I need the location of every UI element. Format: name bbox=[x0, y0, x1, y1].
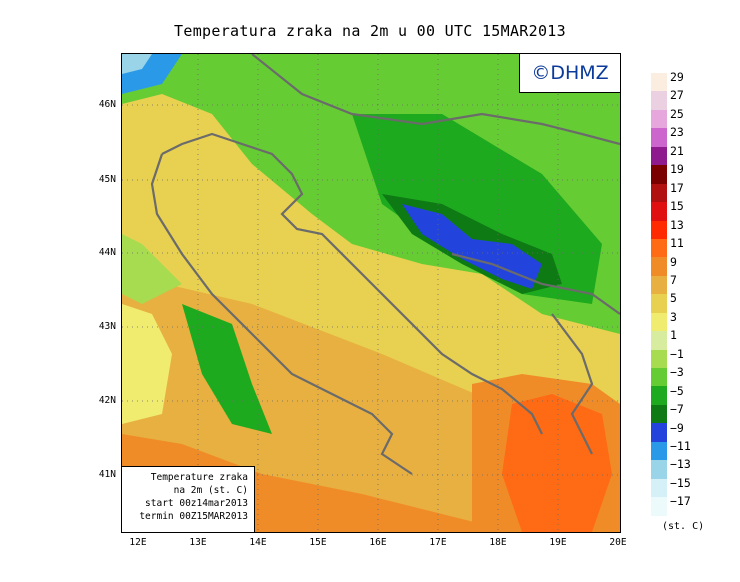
legend-swatch bbox=[651, 146, 667, 166]
legend-swatch bbox=[651, 368, 667, 387]
lon-label-15e: 15E bbox=[309, 537, 327, 548]
legend-swatch bbox=[651, 238, 667, 258]
warm-zone-11 bbox=[502, 394, 612, 532]
cold-zone-apennines bbox=[182, 304, 272, 434]
legend-swatch bbox=[651, 183, 667, 203]
legend-swatch bbox=[651, 349, 667, 368]
legend-label: 5 bbox=[670, 291, 677, 306]
lat-label-45n: 45N bbox=[98, 174, 116, 185]
lon-label-18e: 18E bbox=[489, 537, 507, 548]
lat-label-46n: 46N bbox=[98, 99, 116, 110]
italy-coast bbox=[150, 153, 413, 475]
cold-zone-minus1-west bbox=[122, 234, 182, 304]
color-legend bbox=[651, 73, 667, 516]
legend-swatch bbox=[651, 165, 667, 184]
lon-label-17e: 17E bbox=[429, 537, 447, 548]
legend-swatch bbox=[651, 109, 667, 129]
map-panel[interactable]: ©DHMZ Temperature zraka na 2m (st. C) st… bbox=[121, 53, 621, 533]
inner-border bbox=[551, 313, 594, 455]
bosnia-border bbox=[451, 252, 620, 315]
legend-label: 13 bbox=[670, 217, 684, 232]
cold-zone-minus9 bbox=[402, 204, 542, 289]
legend-swatch bbox=[651, 331, 667, 350]
lon-label-14e: 14E bbox=[249, 537, 267, 548]
coastlines bbox=[150, 54, 620, 475]
legend-label: −13 bbox=[670, 457, 691, 472]
legend-label: 7 bbox=[670, 272, 677, 287]
map-title: Temperatura zraka na 2m u 00 UTC 15MAR20… bbox=[174, 22, 566, 40]
adriatic-east-coast bbox=[161, 132, 543, 435]
legend-swatch bbox=[651, 128, 667, 147]
lat-label-42n: 42N bbox=[98, 395, 116, 406]
legend-label: 15 bbox=[670, 199, 684, 214]
temperature-map bbox=[122, 54, 620, 532]
legend-unit: (st. C) bbox=[662, 521, 705, 532]
lon-label-12e: 12E bbox=[129, 537, 147, 548]
legend-label: 27 bbox=[670, 88, 684, 103]
legend-label: −17 bbox=[670, 494, 691, 509]
legend-swatch bbox=[651, 257, 667, 276]
legend-swatch bbox=[651, 73, 667, 92]
legend-swatch bbox=[651, 386, 667, 405]
legend-label: −3 bbox=[670, 365, 684, 380]
legend-swatch bbox=[651, 423, 667, 442]
legend-swatch bbox=[651, 275, 667, 295]
legend-swatch bbox=[651, 312, 667, 332]
legend-label: 29 bbox=[670, 70, 684, 84]
legend-swatch bbox=[651, 460, 667, 479]
legend-label: 9 bbox=[670, 254, 677, 269]
legend-swatch bbox=[651, 404, 667, 424]
info-line-start: start 00z14mar2013 bbox=[145, 498, 248, 509]
legend-label: −1 bbox=[670, 346, 684, 361]
legend-swatch bbox=[651, 220, 667, 239]
legend-swatch bbox=[651, 478, 667, 498]
lon-label-20e: 20E bbox=[609, 537, 627, 548]
lat-label-41n: 41N bbox=[98, 469, 116, 480]
lon-label-13e: 13E bbox=[189, 537, 207, 548]
info-line-valid: termin 00Z15MAR2013 bbox=[139, 511, 248, 522]
lat-label-44n: 44N bbox=[98, 247, 116, 258]
legend-label: 21 bbox=[670, 143, 684, 158]
lat-lon-grid bbox=[122, 54, 620, 532]
legend-swatch bbox=[651, 441, 667, 461]
cold-zone-alps-peak bbox=[122, 54, 152, 74]
legend-label: 23 bbox=[670, 125, 684, 140]
legend-swatch bbox=[651, 497, 667, 516]
legend-label: 11 bbox=[670, 236, 684, 251]
legend-swatch bbox=[651, 202, 667, 221]
lon-label-16e: 16E bbox=[369, 537, 387, 548]
legend-swatch bbox=[651, 91, 667, 110]
legend-label: −9 bbox=[670, 420, 684, 435]
legend-swatch bbox=[651, 294, 667, 313]
legend-label: −5 bbox=[670, 383, 684, 398]
legend-label: 3 bbox=[670, 309, 677, 324]
dhmz-logo: ©DHMZ bbox=[519, 54, 620, 93]
info-box: Temperature zraka na 2m (st. C) start 00… bbox=[122, 466, 255, 532]
legend-label: −7 bbox=[670, 402, 684, 417]
northern-border bbox=[251, 54, 620, 146]
info-line-unit: na 2m (st. C) bbox=[173, 485, 248, 496]
lon-label-19e: 19E bbox=[549, 537, 567, 548]
info-line-variable: Temperature zraka bbox=[150, 472, 248, 483]
legend-label: 25 bbox=[670, 106, 684, 121]
legend-label: 19 bbox=[670, 162, 684, 177]
legend-label: 1 bbox=[670, 328, 677, 343]
legend-label: 17 bbox=[670, 180, 684, 195]
legend-label: −11 bbox=[670, 439, 691, 453]
mild-zone-3 bbox=[122, 304, 172, 424]
lat-label-43n: 43N bbox=[98, 321, 116, 332]
legend-label: −15 bbox=[670, 475, 691, 490]
